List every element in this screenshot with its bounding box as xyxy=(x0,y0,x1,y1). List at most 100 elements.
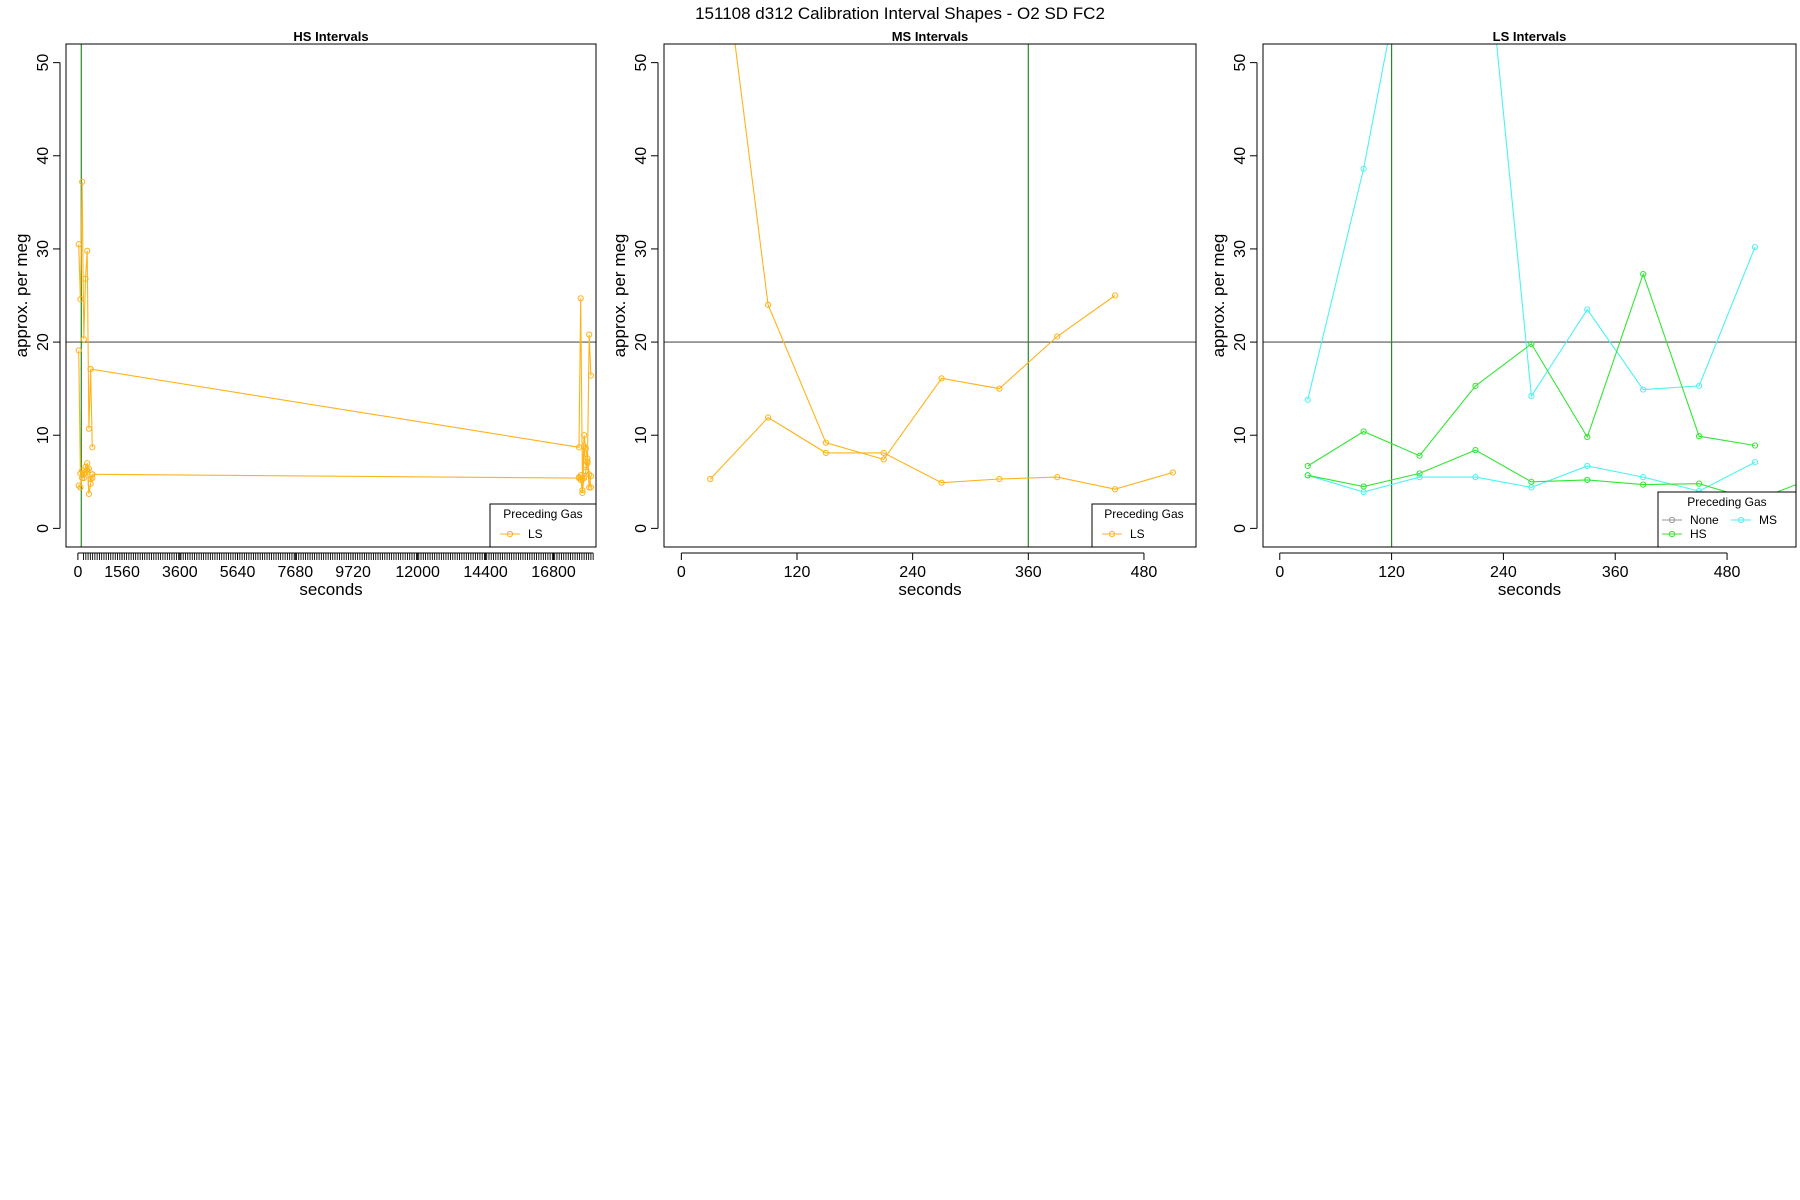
series-line-hs xyxy=(1307,272,1756,467)
data-point xyxy=(707,475,714,483)
data-point xyxy=(1416,452,1423,459)
x-tick-label: 14400 xyxy=(463,564,508,581)
legend-swatch-marker xyxy=(1668,516,1676,524)
data-point xyxy=(84,460,91,467)
legend-title: Preceding Gas xyxy=(1104,507,1183,521)
data-point xyxy=(822,439,830,446)
data-point xyxy=(1695,480,1703,487)
legend-title: Preceding Gas xyxy=(1687,495,1766,509)
data-point xyxy=(1416,470,1423,477)
x-axis-label: seconds xyxy=(1498,580,1561,599)
x-tick-label: 1560 xyxy=(104,564,140,581)
legend: Preceding Gas LS xyxy=(1091,503,1197,548)
data-point xyxy=(87,365,94,373)
y-tick-label: 20 xyxy=(35,333,52,351)
data-point xyxy=(587,372,595,379)
data-point xyxy=(1111,292,1119,299)
x-tick-label: 360 xyxy=(1602,564,1629,581)
plot-frame xyxy=(1262,43,1797,548)
plot-area xyxy=(66,44,596,547)
data-point xyxy=(996,385,1003,392)
data-point xyxy=(1584,476,1591,484)
data-point xyxy=(77,296,84,303)
y-axis-label: approx. per meg xyxy=(610,234,629,358)
data-point xyxy=(77,484,84,491)
y-tick-label: 0 xyxy=(1232,524,1249,533)
data-point xyxy=(587,473,595,480)
data-point xyxy=(1169,469,1176,476)
x-tick-label: 480 xyxy=(1714,564,1741,581)
legend-swatch-marker xyxy=(1668,530,1676,538)
data-point xyxy=(1472,382,1479,389)
panel-title: HS Intervals xyxy=(293,29,368,44)
chart-panels: HS Intervals 0 10 20 30 40 50 approx. per meg 0 1… xyxy=(12,29,1797,599)
x-tick-label: 5640 xyxy=(220,564,256,581)
data-point xyxy=(1640,474,1647,481)
data-point xyxy=(75,347,82,354)
data-point xyxy=(581,443,588,450)
series-line-ls xyxy=(734,44,1116,461)
data-point xyxy=(587,484,595,491)
y-tick-label: 30 xyxy=(633,240,650,258)
data-point xyxy=(1111,486,1119,493)
y-axis-label: approx. per meg xyxy=(12,234,31,358)
data-point xyxy=(1584,433,1591,441)
data-point xyxy=(1584,306,1591,313)
legend-swatch-marker xyxy=(1108,530,1116,538)
y-tick-label: 30 xyxy=(1232,240,1249,258)
legend-entry-ls: LS xyxy=(528,527,543,541)
data-point xyxy=(89,471,96,478)
x-tick-label: 120 xyxy=(1378,564,1405,581)
data-point xyxy=(1304,472,1311,479)
panel-title: MS Intervals xyxy=(892,29,969,44)
data-point xyxy=(85,490,93,498)
data-point xyxy=(1695,382,1703,389)
x-tick-label: 240 xyxy=(1490,564,1517,581)
legend-box xyxy=(1091,503,1197,548)
x-axis-label: seconds xyxy=(898,580,961,599)
data-point xyxy=(1416,474,1423,481)
data-point xyxy=(1472,447,1479,454)
data-point xyxy=(85,425,93,432)
data-point xyxy=(1360,165,1367,172)
y-tick-label: 50 xyxy=(633,54,650,72)
series-line-ls xyxy=(709,416,1174,490)
chart-panel-1: HS Intervals 0 10 20 30 40 50 approx. per meg 0 1… xyxy=(12,29,597,599)
x-tick-label: 3600 xyxy=(162,564,198,581)
chart-panel-2: MS Intervals 0 10 20 30 40 50 approx. per meg 0 1… xyxy=(610,29,1197,599)
legend-swatch-marker xyxy=(506,530,514,538)
data-point xyxy=(764,414,772,421)
data-point xyxy=(1472,474,1479,481)
series-line-ms xyxy=(1307,44,1756,400)
legend-entry-ls: LS xyxy=(1130,527,1145,541)
data-point xyxy=(89,474,96,482)
legend-box xyxy=(489,503,597,548)
legend-swatch-marker xyxy=(1737,516,1745,524)
x-tick-label: 0 xyxy=(1275,564,1284,581)
y-tick-label: 10 xyxy=(35,426,52,444)
data-point xyxy=(1695,433,1703,440)
plot-frame xyxy=(65,43,597,548)
x-tick-label: 9720 xyxy=(335,564,371,581)
data-point xyxy=(822,449,830,457)
data-point xyxy=(1304,396,1311,403)
data-point xyxy=(89,444,96,451)
data-point xyxy=(584,455,591,462)
data-point xyxy=(582,445,589,452)
data-point xyxy=(579,489,586,497)
legend-title: Preceding Gas xyxy=(503,507,582,521)
data-point xyxy=(1751,243,1759,251)
data-point xyxy=(1054,333,1061,340)
legend-entry-hs: HS xyxy=(1690,527,1707,541)
y-tick-label: 50 xyxy=(35,54,52,72)
y-tick-label: 10 xyxy=(633,426,650,444)
data-point xyxy=(1528,340,1535,348)
x-tick-label: 7680 xyxy=(278,564,314,581)
y-tick-label: 40 xyxy=(633,147,650,165)
y-tick-label: 20 xyxy=(1232,333,1249,351)
data-point xyxy=(1304,462,1311,470)
y-tick-label: 20 xyxy=(633,333,650,351)
y-tick-label: 40 xyxy=(1232,147,1249,165)
